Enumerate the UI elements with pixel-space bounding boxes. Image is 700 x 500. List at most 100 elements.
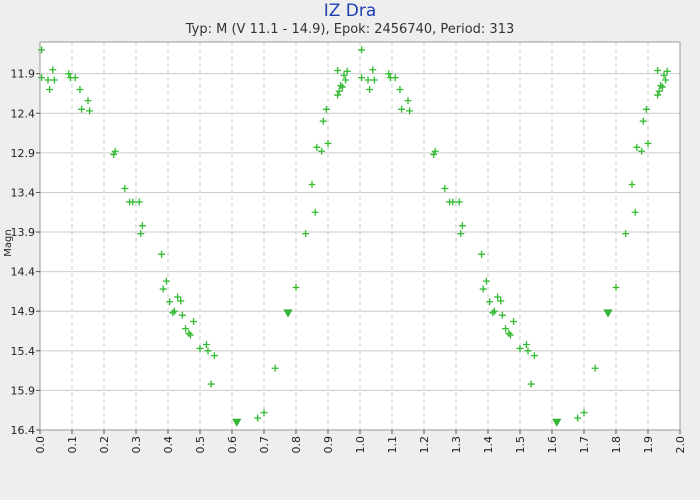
data-point — [162, 277, 170, 285]
data-point — [185, 329, 193, 337]
data-point — [158, 250, 166, 258]
grid-lines — [40, 42, 680, 430]
data-point — [38, 74, 46, 82]
data-point — [574, 414, 582, 422]
data-point — [322, 105, 330, 113]
data-point — [406, 107, 414, 115]
data-point — [78, 105, 86, 113]
data-point — [482, 277, 490, 285]
x-tick-label: 0.4 — [162, 436, 175, 454]
data-point — [65, 70, 73, 78]
data-point — [342, 76, 350, 84]
data-point — [121, 184, 129, 192]
data-point — [138, 222, 146, 230]
data-point — [478, 250, 486, 258]
data-point — [370, 76, 378, 84]
data-point — [292, 283, 300, 291]
data-point — [260, 409, 268, 417]
x-tick-label: 0.7 — [258, 436, 271, 454]
data-point — [182, 325, 190, 333]
data-point — [129, 198, 137, 206]
x-tick-label: 1.3 — [450, 436, 463, 454]
data-point — [657, 82, 665, 90]
data-point — [271, 364, 279, 372]
data-point — [391, 74, 399, 82]
x-tick-label: 0.0 — [34, 436, 47, 454]
data-point — [385, 70, 393, 78]
data-point — [489, 309, 497, 317]
data-point — [311, 208, 319, 216]
y-tick-label: 12.9 — [11, 147, 36, 160]
data-point — [210, 352, 218, 360]
data-point — [337, 82, 345, 90]
x-tick-label: 0.5 — [194, 436, 207, 454]
data-point — [366, 86, 374, 94]
y-tick-label: 14.4 — [11, 266, 36, 279]
data-point — [50, 76, 58, 84]
data-point — [441, 184, 449, 192]
y-tick-label: 13.4 — [11, 186, 36, 199]
data-point — [516, 344, 524, 352]
x-tick-label: 2.0 — [674, 436, 687, 454]
data-point — [135, 198, 143, 206]
data-point — [186, 331, 194, 339]
data-point — [639, 117, 647, 125]
data-point — [494, 293, 502, 301]
data-point — [449, 198, 457, 206]
data-point — [631, 208, 639, 216]
data-point — [497, 297, 505, 305]
data-point-upper-limit — [232, 418, 242, 427]
data-point — [431, 147, 439, 155]
data-point — [479, 285, 487, 293]
data-point — [486, 298, 494, 306]
data-point — [166, 298, 174, 306]
data-point — [654, 67, 662, 75]
data-point — [358, 46, 366, 54]
data-point — [308, 181, 316, 189]
data-point — [660, 71, 668, 79]
data-point — [458, 222, 466, 230]
data-point — [196, 344, 204, 352]
data-point — [49, 66, 57, 74]
data-point — [71, 74, 79, 82]
y-tick-label: 12.4 — [11, 107, 36, 120]
data-point — [343, 67, 351, 75]
y-tick-label: 14.9 — [11, 305, 36, 318]
x-tick-label: 1.0 — [354, 436, 367, 454]
data-point — [663, 67, 671, 75]
y-axis-label: Magn — [3, 229, 14, 256]
data-point — [207, 380, 215, 388]
data-point — [522, 340, 530, 348]
data-point — [622, 230, 630, 238]
data-point — [638, 147, 646, 155]
data-point — [527, 380, 535, 388]
data-point — [580, 409, 588, 417]
data-point — [313, 143, 321, 151]
data-point — [318, 147, 326, 155]
data-point — [364, 76, 372, 84]
x-tick-label: 1.1 — [386, 436, 399, 454]
data-point — [137, 230, 145, 238]
data-point — [591, 364, 599, 372]
chart-title: IZ Dra — [323, 1, 377, 21]
data-point — [612, 283, 620, 291]
data-point — [334, 91, 342, 99]
data-point — [404, 97, 412, 105]
data-points — [38, 46, 671, 427]
data-point — [324, 139, 332, 147]
data-point — [506, 331, 514, 339]
data-point — [44, 76, 52, 84]
data-point — [111, 147, 119, 155]
y-tick-label: 15.4 — [11, 345, 36, 358]
x-axis-ticks: 0.0 0.1 0.2 0.3 0.4 0.5 0.6 0.7 0.8 0.9 1.0 1.1 1.2 1… — [34, 430, 687, 454]
y-axis-ticks: 11.9 12.4 12.9 13.4 13.9 14.4 14.9 15.4 15.9 16.4 — [11, 68, 40, 437]
x-tick-label: 0.6 — [226, 436, 239, 454]
data-point — [455, 198, 463, 206]
x-tick-label: 0.8 — [290, 436, 303, 454]
data-point — [430, 150, 438, 158]
data-point — [254, 414, 262, 422]
data-point — [340, 71, 348, 79]
data-point-upper-limit — [603, 309, 613, 318]
data-point — [302, 230, 310, 238]
